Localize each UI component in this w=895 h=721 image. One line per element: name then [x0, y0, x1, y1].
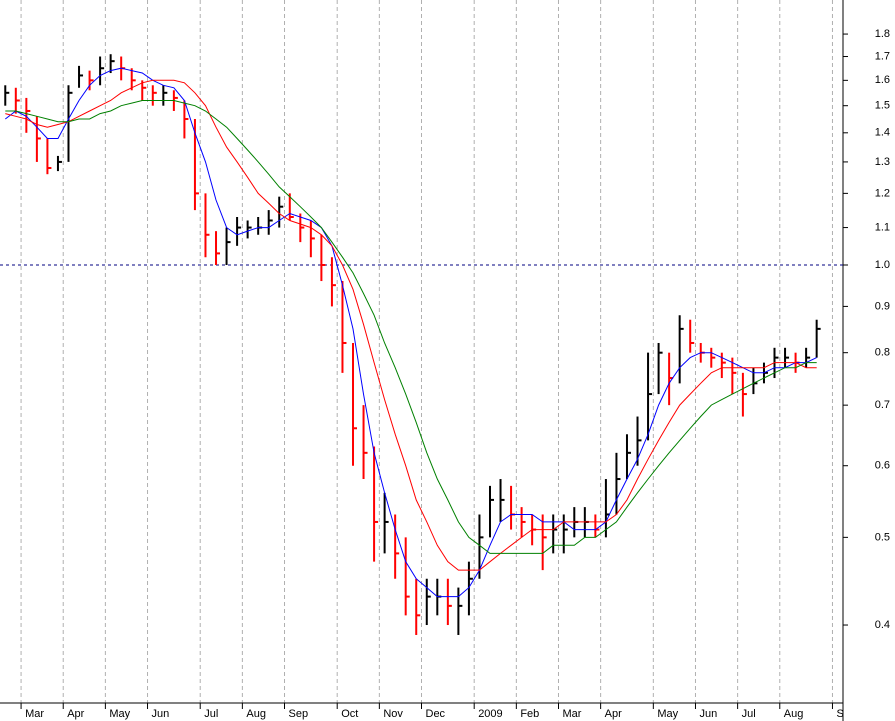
x-tick-label: Jul — [742, 708, 756, 720]
x-tick-label: Apr — [67, 708, 84, 720]
y-tick-label: 1.4 — [875, 127, 890, 139]
y-tick-label: 0.7 — [875, 399, 890, 411]
x-tick-label: Mar — [562, 708, 581, 720]
moving-average — [5, 100, 817, 554]
x-tick-label: Jun — [152, 708, 170, 720]
y-tick-label: 1.5 — [875, 100, 890, 112]
y-tick-label: 1.8 — [875, 28, 890, 40]
y-tick-label: 0.8 — [875, 347, 890, 359]
y-tick-label: 0.5 — [875, 531, 890, 543]
moving-average — [4, 67, 817, 598]
x-tick-label: Dec — [426, 708, 446, 720]
x-tick-label: Jul — [204, 708, 218, 720]
y-tick-label: 0.9 — [875, 300, 890, 312]
y-tick-label: 1.6 — [875, 74, 890, 86]
y-tick-label: 1.0 — [875, 259, 890, 271]
x-tick-label: Aug — [246, 708, 266, 720]
x-tick-label: Apr — [605, 708, 622, 720]
x-tick-label: May — [109, 708, 130, 720]
x-tick-label: Oct — [341, 708, 358, 720]
y-tick-label: 0.4 — [875, 619, 890, 631]
y-tick-label: 1.7 — [875, 50, 890, 62]
x-tick-label: Sep — [289, 708, 309, 720]
x-tick-label: 2009 — [478, 708, 502, 720]
x-tick-label: Aug — [784, 708, 804, 720]
x-tick-label: Jun — [699, 708, 717, 720]
x-tick-label: Mar — [25, 708, 44, 720]
y-tick-label: 1.2 — [875, 187, 890, 199]
x-tick-label: S — [836, 708, 843, 720]
x-tick-label: Feb — [520, 708, 539, 720]
x-tick-label: May — [657, 708, 678, 720]
moving-average — [5, 79, 817, 571]
y-tick-label: 1.3 — [875, 156, 890, 168]
x-tick-label: Nov — [383, 708, 403, 720]
y-tick-label: 0.6 — [875, 460, 890, 472]
y-tick-label: 1.1 — [875, 221, 890, 233]
